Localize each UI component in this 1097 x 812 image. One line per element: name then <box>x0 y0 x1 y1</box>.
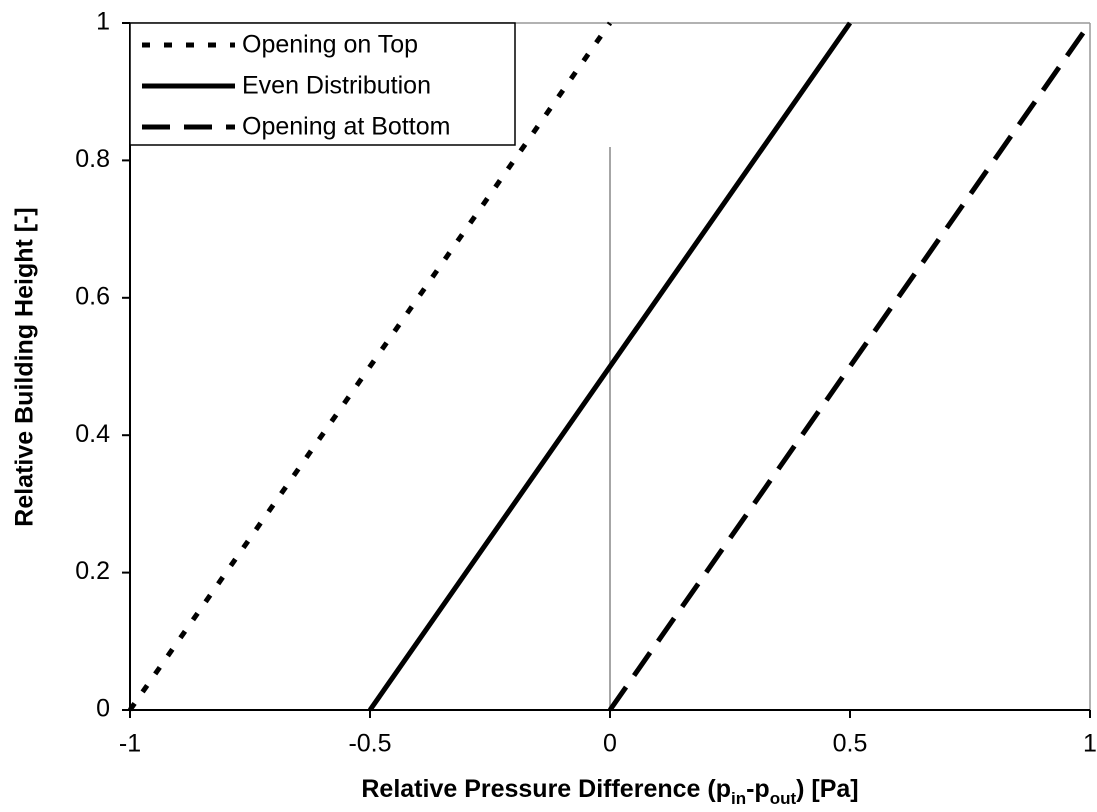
legend-label: Opening at Bottom <box>242 113 450 141</box>
y-tick-label: 0 <box>96 695 110 723</box>
legend-label: Even Distribution <box>242 72 431 100</box>
x-axis-label-subscript: in <box>731 789 746 808</box>
x-tick-label: 0.5 <box>833 730 868 758</box>
y-tick-label: 0.8 <box>75 145 110 173</box>
y-tick-label: 0.6 <box>75 282 110 310</box>
x-tick-label: -0.5 <box>348 730 391 758</box>
x-axis-label: Relative Pressure Difference (pin-pout) … <box>361 775 858 808</box>
y-tick-label: 0.4 <box>75 420 110 448</box>
y-axis-label: Relative Building Height [-] <box>11 207 39 526</box>
x-tick-label: 1 <box>1083 730 1097 758</box>
x-tick-label: -1 <box>119 730 141 758</box>
x-tick-label: 0 <box>603 730 617 758</box>
y-tick-label: 1 <box>96 8 110 36</box>
x-axis-label-part: -p <box>746 775 770 803</box>
x-axis-label-part: ) [Pa] <box>796 775 859 803</box>
line-series <box>127 21 613 712</box>
y-tick-label: 0.2 <box>75 557 110 585</box>
x-axis-label-subscript: out <box>770 789 797 808</box>
line-series <box>367 21 853 712</box>
legend-label: Opening on Top <box>242 31 418 59</box>
x-axis-label-part: Relative Pressure Difference (p <box>361 775 731 803</box>
line-series <box>607 21 1093 712</box>
